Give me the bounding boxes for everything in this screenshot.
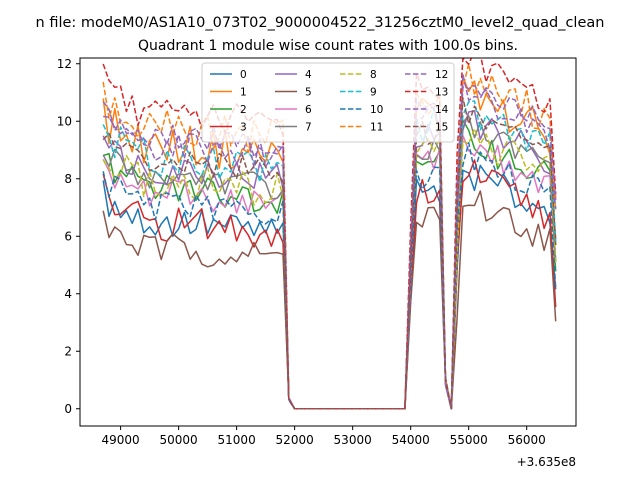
suptitle: n file: modeM0/AS1A10_073T02_9000004522_… [36, 15, 605, 31]
y-tick-label: 12 [57, 57, 72, 71]
legend-label-1: 1 [240, 87, 247, 99]
legend-label-11: 11 [370, 122, 383, 134]
x-tick-label: 49000 [102, 433, 140, 447]
legend-label-0: 0 [240, 69, 247, 81]
y-axis: 0 2 4 6 8 10 12 [57, 57, 80, 416]
legend-label-15: 15 [435, 122, 448, 134]
x-tick-label: 51000 [218, 433, 256, 447]
x-tick-label: 52000 [276, 433, 314, 447]
series-line-14 [102, 73, 557, 410]
x-tick-label: 50000 [160, 433, 198, 447]
legend-box [201, 62, 455, 143]
x-axis: 49000 50000 51000 52000 53000 54000 55000 56000 [102, 426, 546, 447]
series-line-5 [102, 190, 557, 410]
y-tick-label: 6 [64, 229, 72, 243]
legend-label-2: 2 [240, 104, 247, 116]
series-line-8 [102, 128, 557, 410]
legend-label-7: 7 [305, 122, 312, 134]
legend-label-6: 6 [305, 104, 312, 116]
chart-title: Quadrant 1 module wise count rates with … [138, 38, 518, 54]
y-tick-label: 8 [64, 172, 72, 186]
series-line-0 [102, 164, 557, 410]
legend-label-10: 10 [370, 104, 383, 116]
y-tick-label: 0 [64, 402, 72, 416]
legend-label-13: 13 [435, 87, 448, 99]
series-line-9 [102, 100, 557, 410]
series-line-3 [102, 159, 557, 410]
y-tick-label: 10 [57, 114, 72, 128]
series-line-11 [102, 62, 557, 410]
x-tick-label: 55000 [450, 433, 488, 447]
y-tick-label: 4 [64, 287, 72, 301]
legend-label-14: 14 [435, 104, 449, 116]
legend-label-9: 9 [370, 87, 377, 99]
plot-frame [79, 57, 577, 427]
legend-label-8: 8 [370, 69, 377, 81]
x-offset-label: +3.635e8 [517, 455, 576, 469]
series-line-13 [102, 58, 557, 410]
legend-label-3: 3 [240, 122, 247, 134]
legend-label-12: 12 [435, 69, 448, 81]
x-tick-label: 54000 [392, 433, 430, 447]
series-line-12 [103, 84, 557, 410]
x-tick-label: 56000 [508, 433, 546, 447]
legend-label-4: 4 [305, 69, 312, 81]
series-line-15 [102, 97, 557, 410]
legend-label-5: 5 [305, 87, 312, 99]
series-line-2 [102, 119, 557, 410]
x-tick-label: 53000 [334, 433, 372, 447]
y-tick-label: 2 [64, 344, 72, 358]
series-group [102, 58, 557, 410]
